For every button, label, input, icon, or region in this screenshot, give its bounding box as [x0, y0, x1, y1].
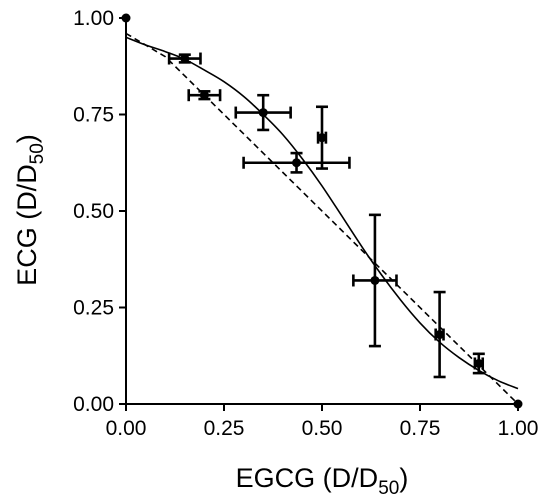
x-tick-label: 0.00 [106, 417, 147, 440]
x-tick-label: 0.50 [302, 417, 343, 440]
y-tick-label: 0.75 [73, 104, 114, 127]
data-point [292, 158, 302, 168]
solid-fit-curve [125, 36, 519, 390]
y-tick-label: 0.00 [73, 393, 114, 416]
data-point [258, 108, 268, 118]
data-point [317, 133, 327, 143]
data-point [435, 330, 445, 340]
data-point [199, 90, 209, 100]
y-tick-label: 0.25 [73, 297, 114, 320]
error-bars [167, 52, 485, 379]
x-tick-label: 0.75 [400, 417, 441, 440]
data-point [180, 54, 190, 64]
x-tick-label: 0.25 [204, 417, 245, 440]
x-tick-label: 1.00 [498, 417, 539, 440]
fit-curves [125, 32, 519, 405]
y-axis-title: ECG (D/D50) [12, 134, 48, 286]
y-tick-label: 0.50 [73, 200, 114, 223]
x-axis-title: EGCG (D/D50) [236, 463, 409, 499]
dashed-fit-curve [125, 32, 519, 405]
y-tick-label: 1.00 [73, 7, 114, 30]
axes: 0.00 0.25 0.50 0.75 1.00 0.00 0.25 0.50 0.75 1.00 [73, 7, 538, 440]
data-points [121, 13, 523, 409]
data-point [370, 275, 380, 285]
data-point [474, 358, 484, 368]
